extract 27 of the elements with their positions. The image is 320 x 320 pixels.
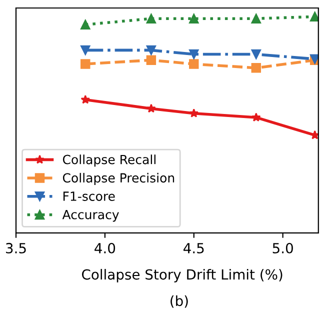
- point: [251, 14, 262, 24]
- point: [251, 112, 261, 122]
- point: [80, 45, 90, 56]
- x-tick-label: 4.5: [184, 243, 204, 254]
- legend-label: F1-score: [63, 192, 115, 201]
- point: [189, 59, 199, 69]
- point: [189, 49, 199, 60]
- point: [80, 94, 90, 104]
- point: [189, 108, 199, 118]
- x-tick-label: 3.5: [6, 242, 26, 254]
- point: [146, 55, 156, 65]
- point: [189, 14, 199, 24]
- x-tick-label: 4.0: [94, 242, 116, 254]
- x-tick-label: 5.0: [272, 242, 293, 254]
- x-axis-title: Collapse Story Drift Limit (%): [82, 268, 282, 282]
- point: [80, 20, 90, 30]
- legend-label: Collapse Precision: [62, 172, 174, 186]
- point: [251, 63, 262, 73]
- legend-label: Accuracy: [62, 210, 119, 222]
- legend-label: Collapse Recall: [62, 154, 156, 167]
- text: (b): [170, 295, 188, 308]
- point: [146, 45, 156, 56]
- point: [310, 12, 318, 22]
- point: [251, 49, 262, 60]
- point: [80, 59, 90, 69]
- point: [146, 104, 156, 113]
- point: [146, 14, 156, 24]
